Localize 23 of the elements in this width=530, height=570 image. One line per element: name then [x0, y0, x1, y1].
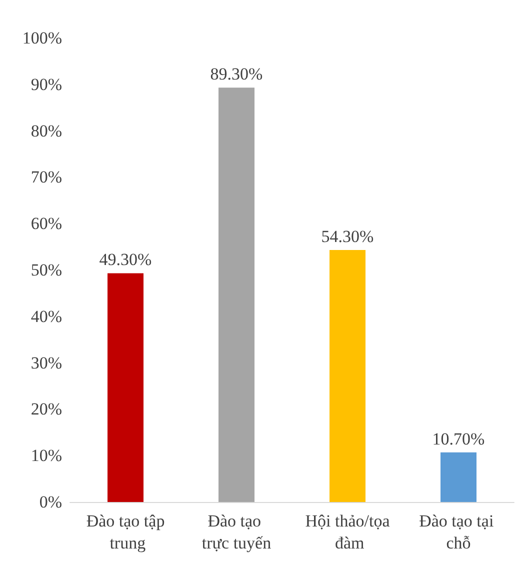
y-tick-label: 10%	[30, 446, 62, 466]
bar	[330, 250, 366, 502]
data-label: 54.30%	[321, 227, 374, 246]
bar	[108, 273, 144, 502]
y-tick-label: 30%	[30, 353, 62, 372]
y-tick-label: 90%	[30, 74, 62, 94]
data-label: 89.30%	[210, 64, 263, 84]
x-tick-label: Đào tạo tập trung	[86, 512, 165, 552]
bar	[218, 88, 254, 502]
y-tick-label: 40%	[30, 306, 62, 326]
data-label: 49.30%	[99, 250, 152, 270]
y-tick-label: 20%	[30, 400, 62, 419]
y-tick-label: 50%	[30, 260, 62, 280]
y-tick-label: 60%	[30, 214, 62, 234]
y-tick-label: 80%	[30, 121, 62, 140]
y-tick-label: 100%	[22, 28, 62, 48]
data-label: 10.70%	[432, 429, 485, 448]
x-tick-label: Đào tạo trực tuyến	[202, 512, 272, 552]
x-tick-label: Đào tạo tại chỗ	[419, 512, 498, 552]
x-tick-label: Hội thảo/tọa đàm	[305, 512, 390, 552]
bar	[440, 452, 476, 502]
y-tick-label: 70%	[30, 168, 62, 187]
y-tick-label: 0%	[39, 492, 62, 512]
